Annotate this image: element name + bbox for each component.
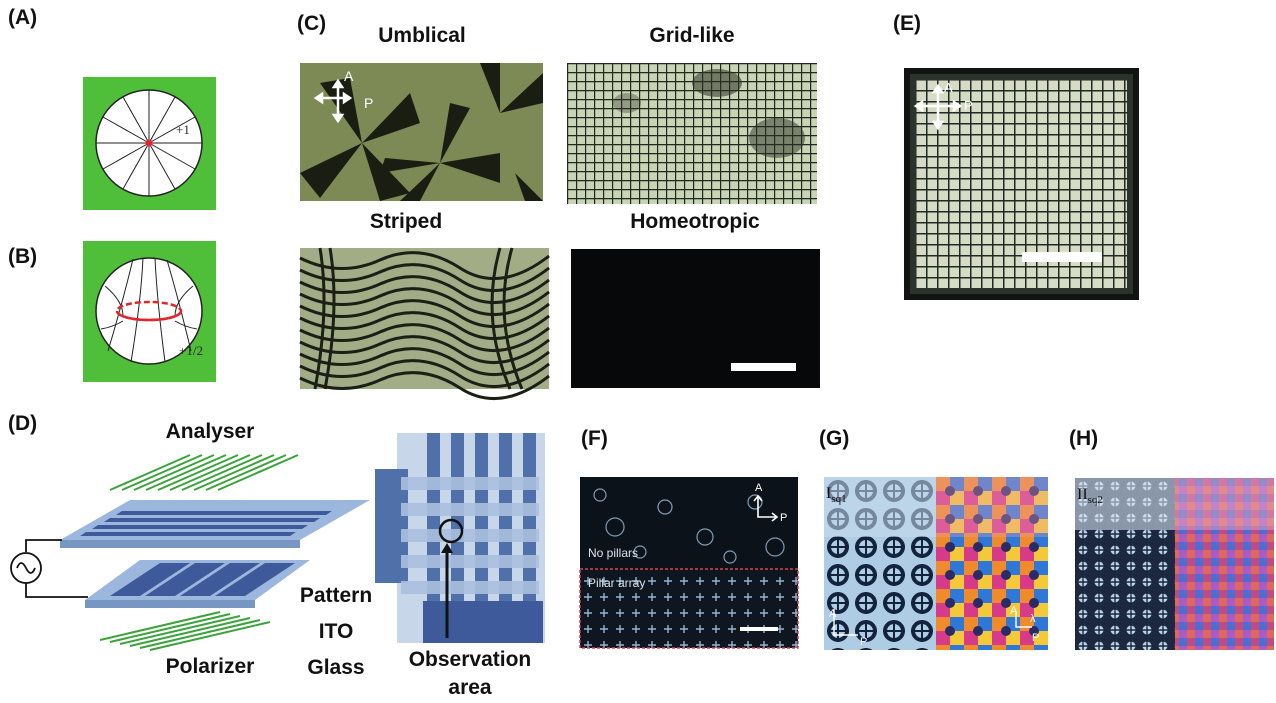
ito-label: ITO xyxy=(318,620,354,643)
analyser-grating xyxy=(109,454,299,491)
title-grid-like: Grid-like xyxy=(649,24,735,47)
glass-label: Glass xyxy=(307,656,365,679)
title-striped: Striped xyxy=(369,210,443,233)
title-homeotropic: Homeotropic xyxy=(630,210,760,233)
micrograph-grid-like xyxy=(567,63,817,204)
axis-p-label-e: P xyxy=(964,98,973,113)
inset-label-g: Isq1 xyxy=(826,485,847,505)
panel-label-d: (D) xyxy=(8,412,38,435)
micrograph-umbilical: A P xyxy=(300,63,543,201)
defect-label-plus-half: +1/2 xyxy=(179,343,203,358)
pillar-array-label: Pillar array xyxy=(588,576,645,590)
axis-a-label-c: A xyxy=(344,68,354,84)
axis-p-label-c: P xyxy=(364,95,373,111)
inset-label-h: IIsq2 xyxy=(1077,486,1103,506)
observation-circle xyxy=(438,518,464,544)
panel-label-f: (F) xyxy=(581,427,608,450)
axis-p-label-g2: P xyxy=(1032,632,1039,644)
top-ito-glass xyxy=(60,500,370,548)
axis-p-label-g: P xyxy=(860,636,867,648)
micrograph-h: IIsq2 xyxy=(1075,478,1274,650)
polarizer-label: Polarizer xyxy=(165,655,255,678)
axis-a-label-f: A xyxy=(755,482,763,494)
panel-label-b: (B) xyxy=(8,245,38,268)
analyser-label: Analyser xyxy=(165,420,255,443)
director-diagram-plus1: +1 xyxy=(83,77,216,210)
scale-bar-e xyxy=(1022,252,1102,262)
observation-label-line1: Observation xyxy=(408,648,532,671)
pattern-label: Pattern xyxy=(299,584,373,607)
axis-p-label-f: P xyxy=(780,512,787,524)
panel-label-a: (A) xyxy=(8,6,38,29)
observation-label-line2: area xyxy=(448,676,492,699)
no-pillars-label: No pillars xyxy=(588,546,638,560)
defect-label-plus1: +1 xyxy=(176,122,190,137)
ac-source-icon xyxy=(10,539,88,598)
director-diagram-plus-half: +1/2 xyxy=(83,241,216,382)
panel-label-h: (H) xyxy=(1069,427,1099,450)
electrode-top-view xyxy=(375,433,545,643)
panel-label-g: (G) xyxy=(819,427,850,450)
axis-a-label-g: A xyxy=(829,608,837,620)
panel-label-e: (E) xyxy=(893,12,921,35)
micrograph-e-square-grid: A P xyxy=(904,68,1139,300)
scale-bar xyxy=(731,363,796,371)
cell-exploded-diagram xyxy=(10,454,370,651)
axis-a-label-e: A xyxy=(944,80,953,95)
axis-a-label-g2: A xyxy=(1010,605,1018,617)
polarizer-grating xyxy=(99,611,271,651)
title-umblical: Umblical xyxy=(378,24,466,47)
panel-label-c: (C) xyxy=(297,12,327,35)
micrograph-g: Isq1 A P A P λ xyxy=(824,477,1048,650)
micrograph-striped xyxy=(299,247,550,400)
lambda-label-g: λ xyxy=(1030,613,1036,625)
bottom-ito-glass xyxy=(85,560,310,608)
micrograph-homeotropic xyxy=(571,249,820,388)
micrograph-f-pillars: A P No pillars Pillar array xyxy=(579,477,799,649)
scale-bar-f xyxy=(740,627,778,631)
